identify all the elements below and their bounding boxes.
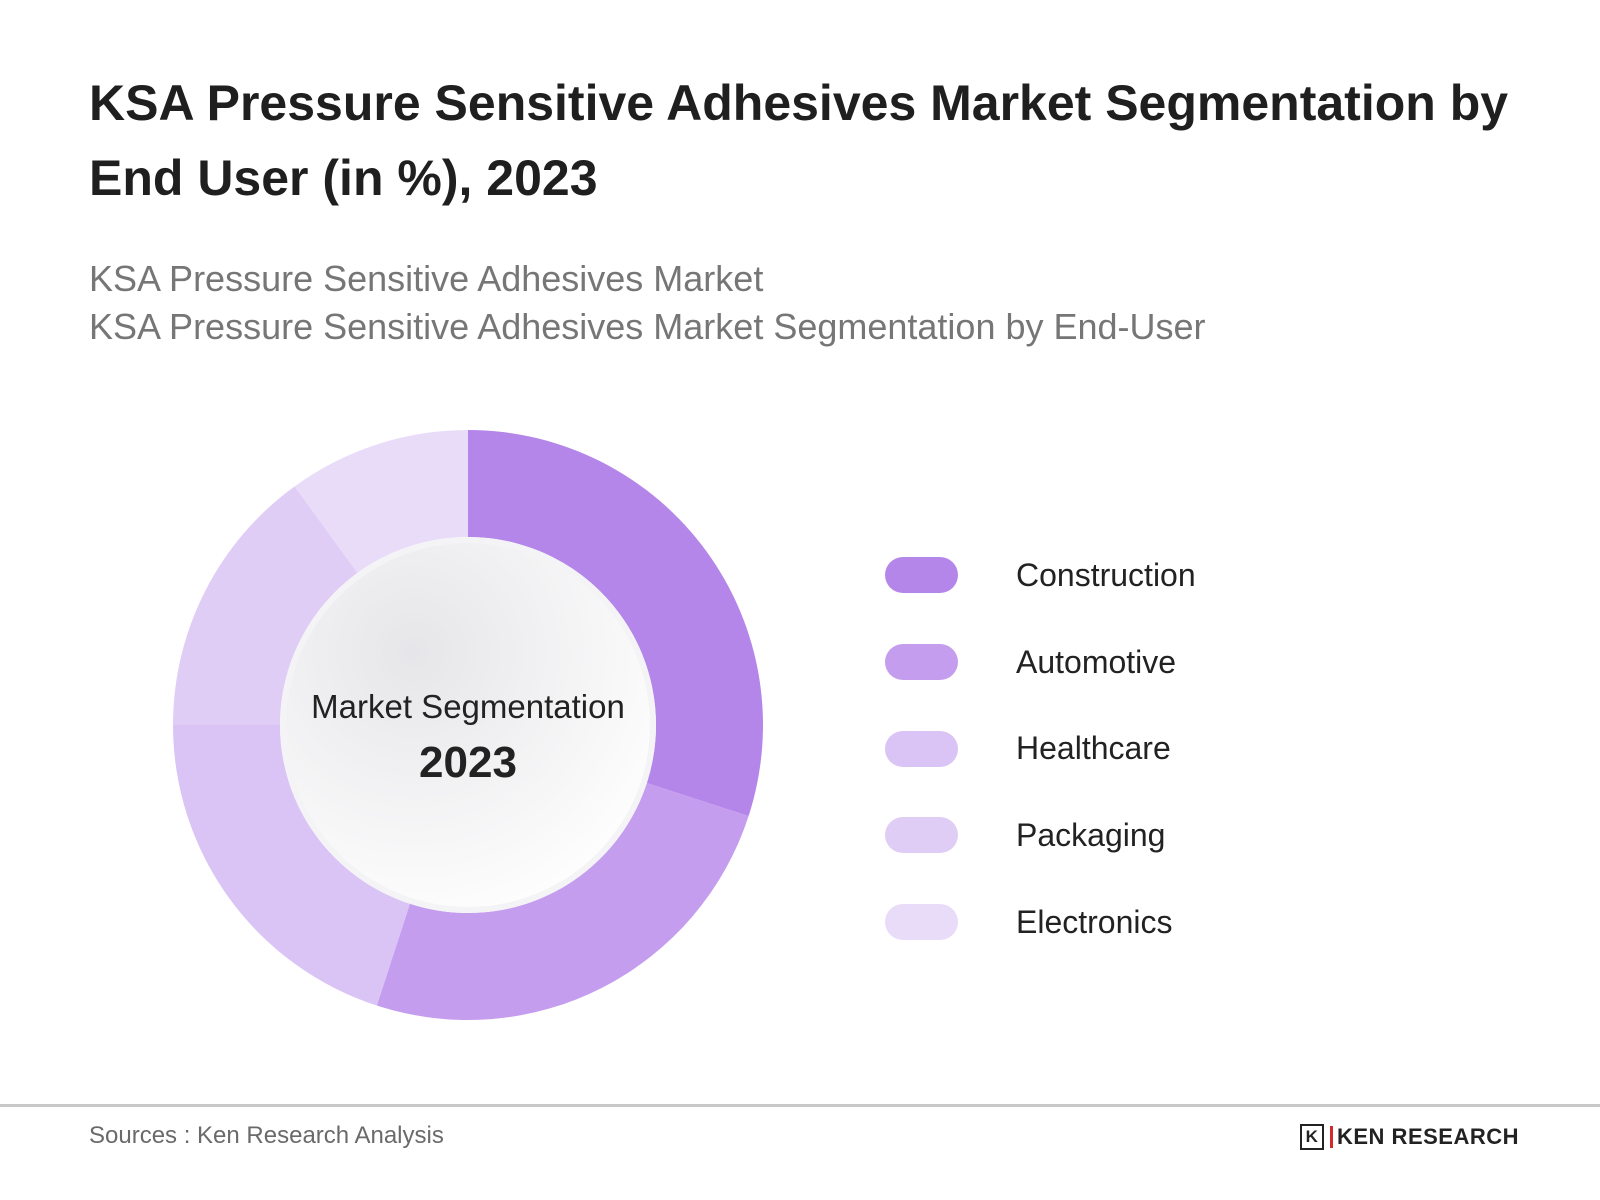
legend-item-automotive: Automotive: [885, 619, 1196, 706]
subtitle-1: KSA Pressure Sensitive Adhesives Market: [89, 258, 764, 299]
legend-swatch: [885, 557, 958, 594]
legend-item-electronics: Electronics: [885, 879, 1196, 966]
footer-divider: [0, 1104, 1600, 1107]
center-disc: [286, 543, 650, 907]
logo-k-icon: K: [1300, 1124, 1324, 1150]
legend-label: Healthcare: [1016, 730, 1171, 767]
legend-item-packaging: Packaging: [885, 792, 1196, 879]
legend-swatch: [885, 730, 958, 767]
source-note: Sources : Ken Research Analysis: [89, 1122, 444, 1149]
legend-item-healthcare: Healthcare: [885, 705, 1196, 792]
ken-research-logo: K KEN RESEARCH: [1300, 1124, 1519, 1150]
legend-label: Packaging: [1016, 816, 1166, 853]
legend-label: Electronics: [1016, 903, 1173, 940]
legend: Construction Automotive Healthcare Packa…: [885, 532, 1196, 965]
legend-swatch: [885, 644, 958, 681]
slice-healthcare: [173, 725, 410, 1006]
legend-label: Construction: [1016, 556, 1196, 593]
subtitle-2: KSA Pressure Sensitive Adhesives Market …: [89, 306, 1206, 347]
logo-divider: [1330, 1126, 1333, 1148]
slice-construction: [468, 430, 763, 817]
slice-automotive: [376, 783, 749, 1020]
legend-swatch: [885, 817, 958, 854]
legend-swatch: [885, 904, 958, 941]
chart-title: KSA Pressure Sensitive Adhesives Market …: [89, 75, 1509, 206]
slice-packaging: [173, 486, 358, 725]
center-year: 2023: [419, 738, 517, 787]
legend-item-construction: Construction: [885, 532, 1196, 619]
legend-label: Automotive: [1016, 643, 1177, 680]
slice-electronics: [294, 430, 468, 573]
center-label: Market Segmentation: [311, 688, 625, 725]
logo-text: KEN RESEARCH: [1337, 1124, 1520, 1149]
